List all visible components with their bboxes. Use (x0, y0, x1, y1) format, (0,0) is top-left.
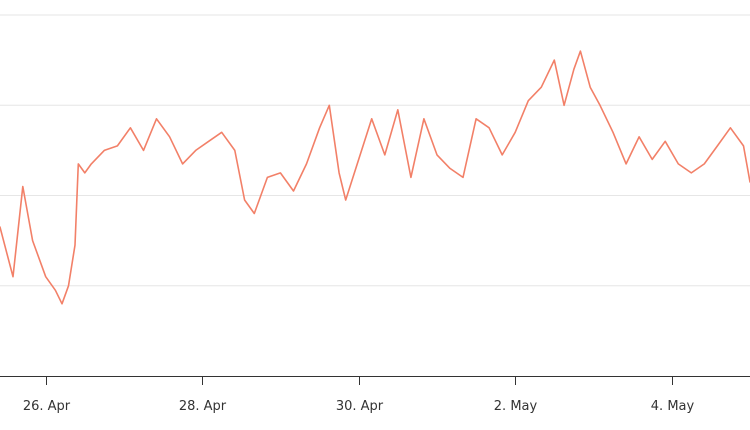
x-tick-label: 26. Apr (23, 399, 71, 414)
series-group (0, 50, 750, 305)
x-tick-label: 4. May (651, 399, 695, 414)
x-tick-label: 2. May (494, 399, 538, 414)
gridlines (0, 14, 750, 287)
x-tick-label: 30. Apr (336, 399, 384, 414)
x-axis: 26. Apr 28. Apr 30. Apr 2. May 4. May (0, 376, 750, 414)
x-tick-label: 28. Apr (179, 399, 227, 414)
series-line-1 (0, 50, 750, 305)
